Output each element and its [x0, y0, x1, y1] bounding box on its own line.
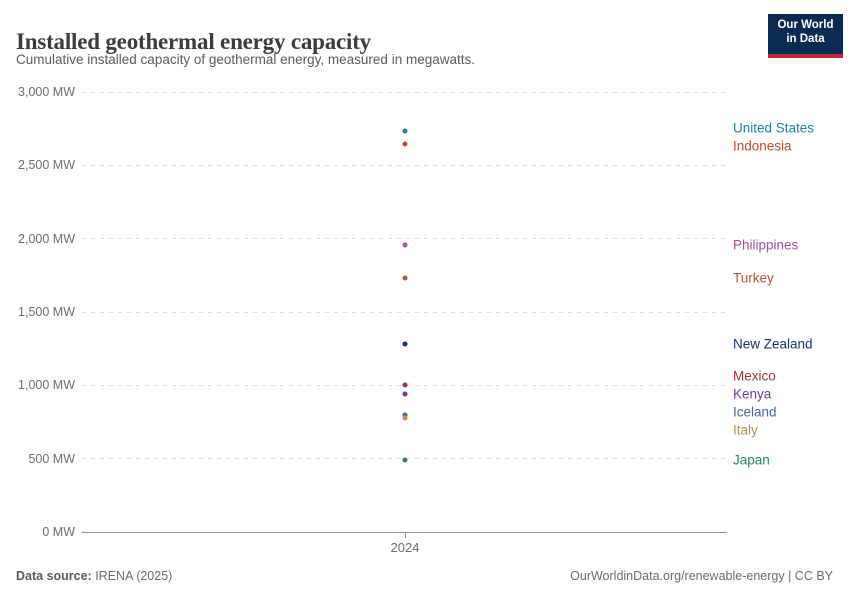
data-point-united-states[interactable]: [402, 128, 408, 134]
x-axis-tick-label: 2024: [390, 540, 420, 555]
data-source-label: Data source:: [16, 569, 92, 583]
x-axis-line: [82, 531, 727, 533]
y-axis-tick-label: 3,000 MW: [18, 85, 75, 99]
entity-label-indonesia[interactable]: Indonesia: [733, 138, 792, 154]
entity-label-italy[interactable]: Italy: [733, 422, 758, 438]
data-point-kenya[interactable]: [402, 391, 408, 397]
y-axis-tick-label: 500 MW: [28, 451, 75, 466]
entity-label-iceland[interactable]: Iceland: [733, 404, 777, 420]
entity-label-mexico[interactable]: Mexico: [733, 368, 776, 384]
y-gridline: [82, 238, 727, 240]
chart-subtitle: Cumulative installed capacity of geother…: [16, 52, 475, 67]
page-title: Installed geothermal energy capacity: [16, 29, 371, 55]
footer: Data source: IRENA (2025) OurWorldinData…: [16, 569, 834, 583]
credit-link[interactable]: OurWorldinData.org/renewable-energy | CC…: [570, 569, 833, 583]
owid-logo[interactable]: Our World in Data: [768, 14, 843, 58]
data-point-indonesia[interactable]: [402, 141, 408, 147]
y-gridline: [82, 311, 727, 313]
data-point-iceland[interactable]: [402, 412, 408, 418]
owid-logo-line1: Our World: [777, 19, 834, 31]
y-axis-tick-label: 1,000 MW: [18, 378, 75, 393]
data-point-mexico[interactable]: [402, 382, 408, 388]
entity-label-united-states[interactable]: United States: [733, 120, 815, 136]
data-point-italy[interactable]: [402, 415, 408, 421]
entity-label-japan[interactable]: Japan: [733, 452, 770, 468]
y-axis-tick-label: 2,000 MW: [18, 231, 75, 246]
data-point-japan[interactable]: [402, 457, 408, 463]
data-point-philippines[interactable]: [402, 242, 408, 248]
owid-logo-line2: in Data: [786, 33, 825, 45]
entity-label-turkey[interactable]: Turkey: [733, 270, 774, 286]
entity-label-new-zealand[interactable]: New Zealand: [733, 336, 813, 352]
y-axis-tick-label: 2,500 MW: [18, 158, 75, 173]
y-axis-tick-label: 0 MW: [42, 525, 75, 539]
y-axis-tick-label: 1,500 MW: [18, 305, 75, 319]
entity-label-philippines[interactable]: Philippines: [733, 237, 799, 253]
data-point-new-zealand[interactable]: [402, 341, 408, 347]
data-point-turkey[interactable]: [402, 275, 408, 281]
entity-label-kenya[interactable]: Kenya: [733, 386, 772, 402]
y-gridline: [82, 91, 727, 93]
data-source-value: IRENA (2025): [91, 569, 173, 583]
y-gridline: [82, 164, 727, 166]
x-axis-tick: [405, 532, 406, 538]
